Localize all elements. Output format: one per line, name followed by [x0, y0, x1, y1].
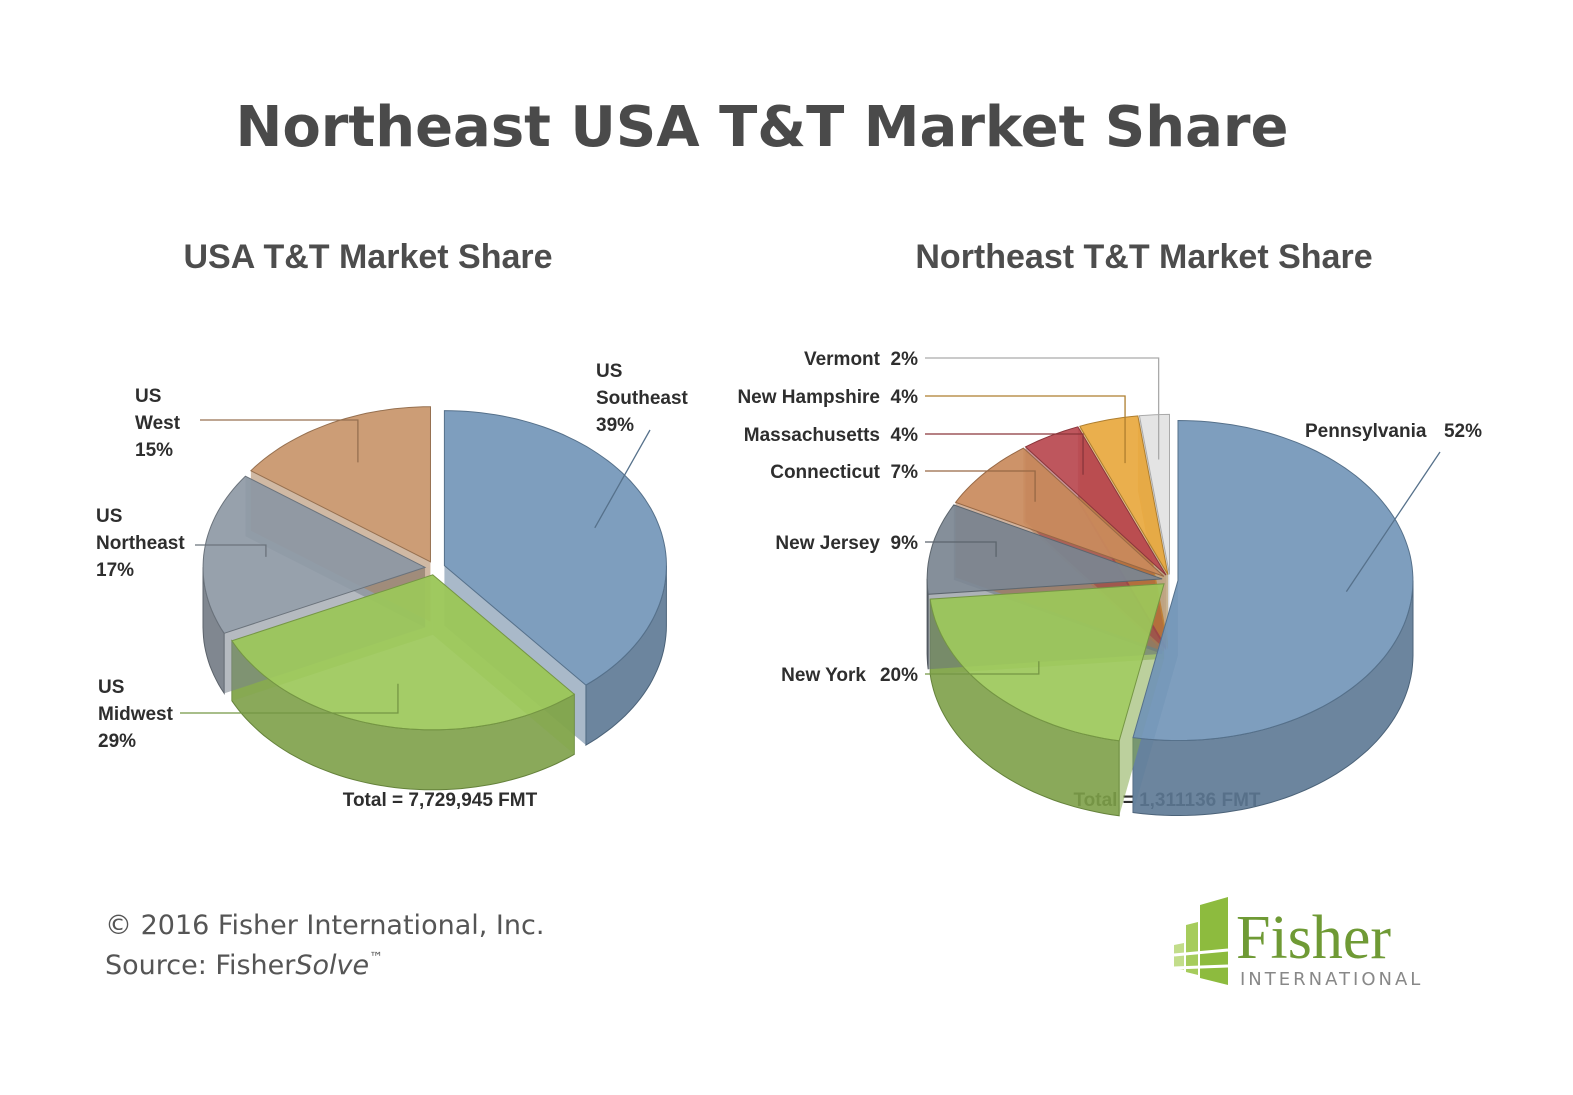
category-line: US — [98, 677, 130, 698]
value-label: 4% — [891, 425, 919, 446]
category-label: Vermont — [804, 349, 881, 370]
chart-title: USA T&T Market Share — [183, 238, 552, 276]
category-line: US — [96, 506, 128, 527]
category-label: Connecticut — [770, 462, 880, 483]
leader-line — [925, 470, 1036, 502]
value-label: 17% — [96, 560, 134, 581]
leader-line — [925, 395, 1126, 464]
value-label: 4% — [891, 387, 919, 408]
slice — [954, 447, 1165, 577]
category-label: New Jersey — [775, 533, 880, 554]
category-label: New York — [781, 665, 866, 686]
category-line: US — [135, 386, 167, 407]
chart-total: Total = 7,729,945 FMT — [343, 790, 538, 811]
category-label: Pennsylvania — [1305, 421, 1427, 442]
slice — [250, 406, 432, 563]
slice — [926, 504, 1163, 595]
chart-title: Northeast T&T Market Share — [915, 238, 1372, 276]
category-label: US Southeast — [596, 361, 689, 409]
leader-line — [925, 661, 1040, 675]
category-line: US — [596, 361, 628, 382]
leader-line — [1345, 451, 1441, 592]
leader-line — [200, 419, 359, 463]
value-label: 52% — [1444, 421, 1482, 442]
category-label: US Midwest — [98, 677, 174, 725]
value-label: 15% — [135, 440, 173, 461]
pie — [926, 413, 1414, 817]
leader-line — [195, 544, 267, 557]
copyright: © 2016 Fisher International, Inc. — [105, 910, 544, 941]
slice — [1079, 415, 1169, 575]
logo-name: Fisher — [1236, 904, 1391, 972]
logo-subtitle: INTERNATIONAL — [1240, 969, 1423, 990]
slice — [929, 583, 1165, 742]
category-line: West — [135, 413, 181, 434]
logo-mark — [1173, 897, 1229, 985]
leader-line — [925, 357, 1160, 460]
value-label: 9% — [891, 533, 919, 554]
slice — [443, 410, 667, 686]
value-label: 39% — [596, 415, 634, 436]
category-label: New Hampshire — [737, 387, 880, 408]
category-line: Southeast — [596, 388, 689, 409]
slice — [1024, 426, 1167, 576]
value-label: 20% — [880, 665, 918, 686]
category-line: Northeast — [96, 533, 185, 554]
page-title: Northeast USA T&T Market Share — [235, 95, 1288, 160]
slice — [231, 574, 576, 731]
slice — [202, 475, 427, 634]
trademark: ™ — [369, 950, 383, 966]
leader-line — [594, 429, 651, 529]
value-label: 29% — [98, 731, 136, 752]
slice — [1138, 413, 1171, 575]
leader-line — [180, 683, 399, 714]
slice — [1132, 419, 1414, 741]
source: Source: FisherSolve™ — [105, 950, 383, 981]
category-label: US Northeast — [96, 506, 185, 554]
value-label: 7% — [891, 462, 919, 483]
leader-line — [925, 433, 1084, 475]
category-label: Massachusetts — [744, 425, 880, 446]
value-label: 2% — [891, 349, 919, 370]
category-label: US West — [135, 386, 181, 434]
category-line: Midwest — [98, 704, 174, 725]
leader-line — [925, 541, 997, 557]
source-text: Source: Fisher — [105, 950, 296, 981]
source-italic: Solve — [295, 950, 369, 981]
pie — [202, 406, 667, 791]
